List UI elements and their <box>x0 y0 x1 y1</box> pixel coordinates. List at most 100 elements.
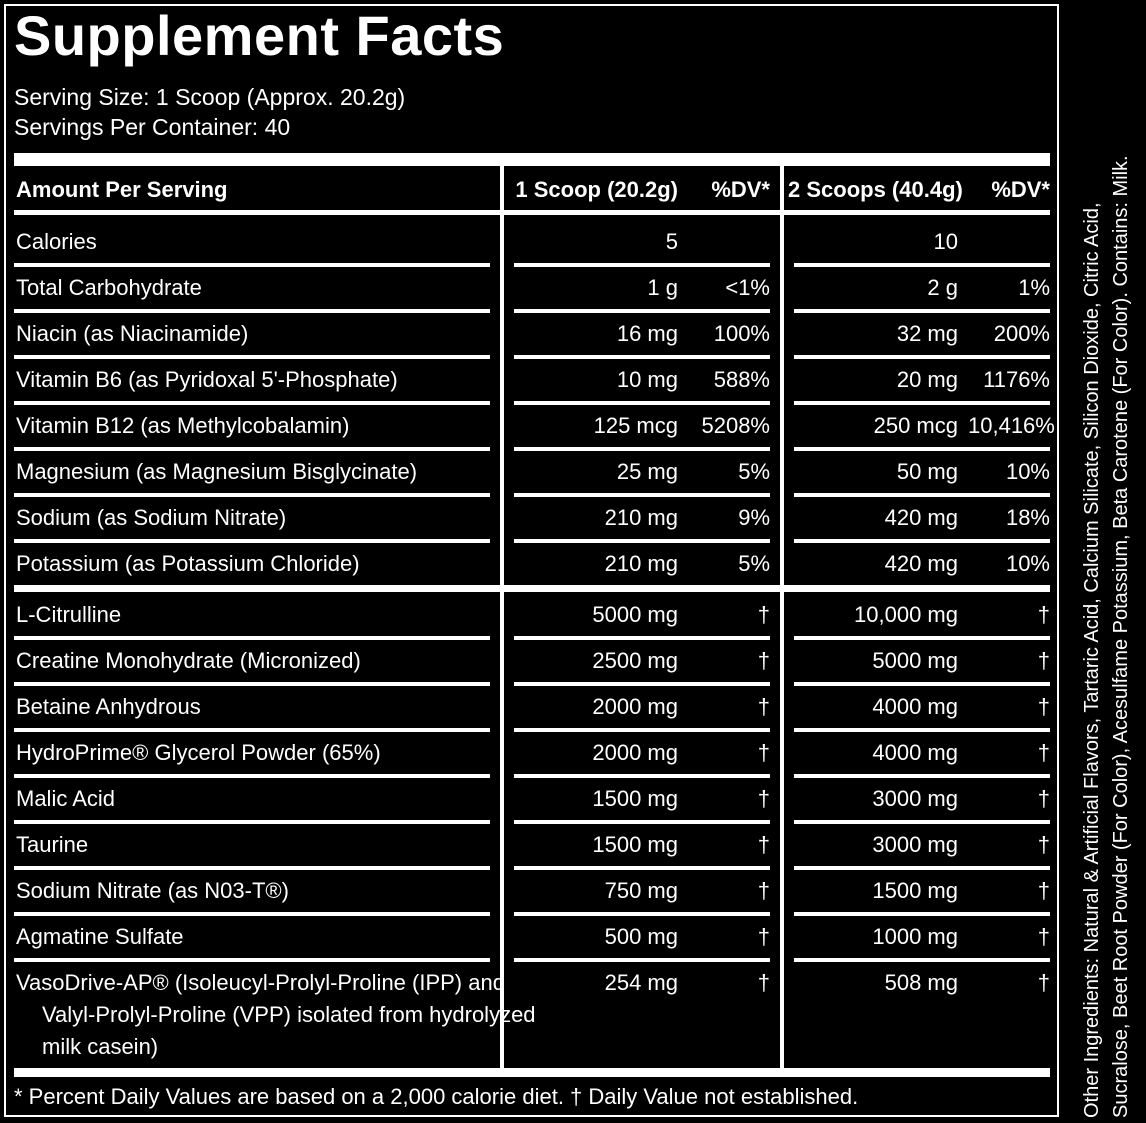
row-divider <box>794 820 1050 824</box>
nutrient-name: HydroPrime® Glycerol Powder (65%) <box>16 740 381 765</box>
dv-1-scoop: 5% <box>738 459 770 484</box>
dv-2-scoops: † <box>1037 970 1050 995</box>
amount-2-scoops: 5000 mg <box>872 648 958 673</box>
row-divider <box>14 820 490 824</box>
amount-2-scoops: 508 mg <box>884 970 958 995</box>
row-divider <box>14 447 490 451</box>
column-divider-left <box>500 166 504 1068</box>
row-divider <box>794 401 1050 405</box>
row-divider <box>514 309 770 313</box>
row-divider <box>794 636 1050 640</box>
nutrient-name: Magnesium (as Magnesium Bisglycinate) <box>16 459 418 484</box>
row-divider <box>14 682 490 686</box>
dv-1-scoop: 100% <box>713 321 770 346</box>
row-divider <box>514 958 770 962</box>
row-divider <box>794 493 1050 497</box>
amount-2-scoops: 250 mcg <box>873 413 958 438</box>
dv-2-scoops: † <box>1037 694 1050 719</box>
row-divider <box>14 355 490 359</box>
footnote: * Percent Daily Values are based on a 2,… <box>14 1084 859 1109</box>
row-divider <box>794 774 1050 778</box>
nutrient-name: Calories <box>16 229 97 254</box>
row-divider <box>794 728 1050 732</box>
row-divider <box>794 866 1050 870</box>
dv-2-scoops: 1176% <box>983 367 1050 392</box>
row-divider <box>514 912 770 916</box>
dv-1-scoop: † <box>757 786 770 811</box>
row-divider <box>794 958 1050 962</box>
dv-2-scoops: † <box>1037 878 1050 903</box>
nutrient-name: L-Citrulline <box>16 602 122 627</box>
amount-1-scoop: 25 mg <box>616 459 678 484</box>
row-divider <box>14 401 490 405</box>
dv-2-scoops: 10,416% <box>968 413 1055 438</box>
amount-1-scoop: 125 mcg <box>593 413 678 438</box>
row-divider <box>14 866 490 870</box>
row-divider <box>514 493 770 497</box>
dv-2-scoops: 10% <box>1005 459 1050 484</box>
amount-1-scoop: 2500 mg <box>592 648 678 673</box>
nutrient-name: Total Carbohydrate <box>16 275 202 300</box>
row-divider <box>514 866 770 870</box>
row-divider <box>14 774 490 778</box>
nutrient-name: Sodium (as Sodium Nitrate) <box>16 505 287 530</box>
dv-2-scoops: 1% <box>1018 275 1050 300</box>
row-divider <box>514 774 770 778</box>
dv-1-scoop: 9% <box>738 505 770 530</box>
amount-2-scoops: 4000 mg <box>872 740 958 765</box>
header-rule <box>14 210 1050 215</box>
amount-2-scoops: 10,000 mg <box>854 602 958 627</box>
amount-2-scoops: 420 mg <box>884 505 958 530</box>
row-divider <box>514 355 770 359</box>
row-divider <box>514 263 770 267</box>
nutrient-name: Creatine Monohydrate (Micronized) <box>16 648 361 673</box>
header-col1: 1 Scoop (20.2g) <box>515 177 678 202</box>
row-divider <box>794 447 1050 451</box>
amount-1-scoop: 16 mg <box>616 321 678 346</box>
row-divider <box>14 912 490 916</box>
dv-1-scoop: † <box>757 832 770 857</box>
amount-2-scoops: 2 g <box>927 275 958 300</box>
amount-2-scoops: 32 mg <box>896 321 958 346</box>
row-divider <box>794 355 1050 359</box>
row-divider <box>794 309 1050 313</box>
row-divider <box>14 958 490 962</box>
dv-1-scoop: 5208% <box>701 413 770 438</box>
nutrient-name-continued: milk casein) <box>42 1034 159 1059</box>
header-amount: Amount Per Serving <box>16 177 228 202</box>
amount-2-scoops: 1000 mg <box>872 924 958 949</box>
nutrient-name: Malic Acid <box>16 786 116 811</box>
dv-2-scoops: 10% <box>1005 551 1050 576</box>
amount-2-scoops: 1500 mg <box>872 878 958 903</box>
row-divider <box>514 539 770 543</box>
nutrient-name: Taurine <box>16 832 89 857</box>
dv-1-scoop: † <box>757 740 770 765</box>
amount-1-scoop: 10 mg <box>616 367 678 392</box>
row-divider <box>794 263 1050 267</box>
dv-1-scoop: † <box>757 970 770 995</box>
nutrient-name: Agmatine Sulfate <box>16 924 184 949</box>
top-thick-rule <box>14 153 1050 166</box>
other-ingredients: Other Ingredients: Natural & Artificial … <box>1078 8 1136 1118</box>
amount-1-scoop: 1500 mg <box>592 832 678 857</box>
amount-1-scoop: 750 mg <box>604 878 678 903</box>
panel-title: Supplement Facts <box>14 4 505 67</box>
row-divider <box>794 912 1050 916</box>
row-divider <box>514 820 770 824</box>
amount-2-scoops: 10 <box>933 229 958 254</box>
dv-2-scoops: † <box>1037 602 1050 627</box>
servings-per-container: Servings Per Container: 40 <box>14 114 291 140</box>
amount-1-scoop: 500 mg <box>604 924 678 949</box>
nutrient-name: Potassium (as Potassium Chloride) <box>16 551 360 576</box>
row-divider <box>14 539 490 543</box>
row-divider <box>514 636 770 640</box>
dv-1-scoop: 588% <box>713 367 770 392</box>
row-divider <box>514 401 770 405</box>
section-divider <box>14 585 1050 592</box>
row-divider <box>514 447 770 451</box>
row-divider <box>14 263 490 267</box>
dv-1-scoop: † <box>757 602 770 627</box>
dv-2-scoops: † <box>1037 786 1050 811</box>
dv-1-scoop: † <box>757 694 770 719</box>
amount-1-scoop: 1500 mg <box>592 786 678 811</box>
